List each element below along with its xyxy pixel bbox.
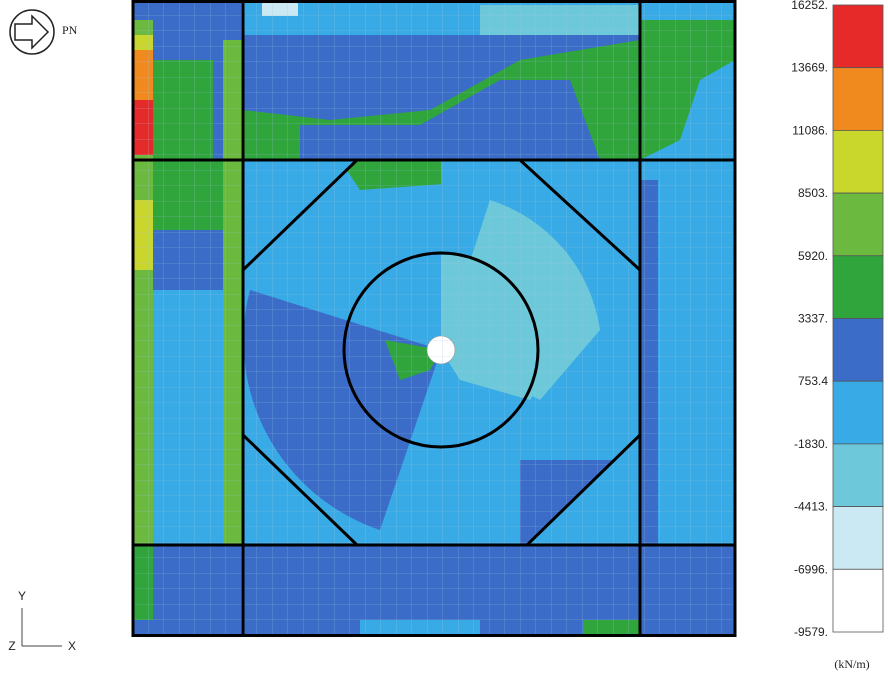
color-band [832,67,884,131]
axis-label: Z [8,639,15,653]
level-label: 753.4 [798,374,828,388]
level-label: 11086. [792,123,828,137]
level-label: 13669. [791,61,828,75]
color-band [832,443,884,507]
level-label: -1830. [794,437,828,451]
level-label: 16252. [791,0,828,12]
contour-plot [131,0,737,637]
level-label: -6996. [794,562,828,576]
level-label: 8503. [798,186,828,200]
color-band [832,318,884,382]
color-bar: 16252. 13669. 11086. 8503. 5920. 3337. 753.4 -1… [791,0,884,639]
color-band [832,192,884,257]
color-band [832,380,884,445]
color-band [832,129,884,194]
level-label: -4413. [794,500,828,514]
unit-label: (kN/m) [834,657,869,671]
color-band [832,568,884,633]
axis-label: X [68,639,76,653]
direction-icon [9,9,55,55]
color-band [832,4,884,69]
axis-label: Y [18,589,26,603]
color-band [832,506,884,570]
level-label: 3337. [798,312,828,326]
direction-label: PN [62,23,78,37]
color-band [832,255,884,319]
axis-triad [21,608,62,647]
level-label: 5920. [798,249,828,263]
level-label: -9579. [794,625,828,639]
